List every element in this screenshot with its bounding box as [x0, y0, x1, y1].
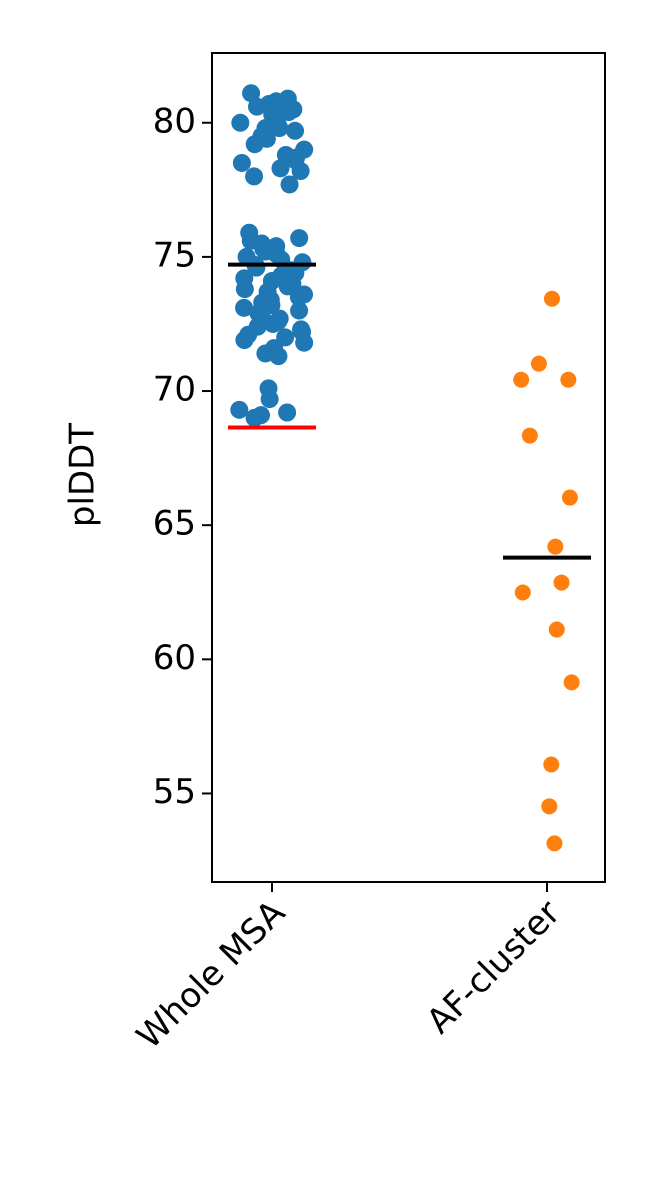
point [260, 390, 279, 409]
point [269, 347, 288, 366]
point [543, 290, 560, 307]
y-tick-label: 60 [153, 638, 196, 678]
point [521, 427, 538, 444]
point [291, 162, 310, 181]
x-tick-label: Whole MSA [129, 893, 293, 1057]
point [231, 113, 250, 132]
point [276, 328, 295, 347]
y-tick-label: 75 [153, 235, 196, 275]
point [541, 798, 558, 815]
point [232, 153, 251, 172]
point [547, 538, 564, 555]
point [245, 408, 264, 427]
point [263, 314, 282, 333]
point [514, 584, 531, 601]
point [270, 119, 289, 138]
point [235, 280, 254, 299]
point [290, 229, 309, 248]
point [279, 103, 298, 122]
point [553, 574, 570, 591]
point [561, 489, 578, 506]
point [560, 371, 577, 388]
point [235, 331, 254, 350]
point [530, 355, 547, 372]
y-axis-label: plDDT [63, 423, 103, 527]
point [242, 84, 261, 103]
plot-frame [211, 52, 606, 883]
point [289, 288, 308, 307]
point [513, 371, 530, 388]
point [563, 674, 580, 691]
point [235, 298, 254, 317]
point [245, 167, 264, 186]
point [271, 159, 290, 178]
point [278, 277, 297, 296]
point [295, 333, 314, 352]
point [546, 835, 563, 852]
point [286, 121, 305, 140]
point [247, 97, 266, 116]
point [230, 400, 249, 419]
point [245, 135, 264, 154]
point [548, 621, 565, 638]
point [280, 175, 299, 194]
x-tick-label: AF-cluster [419, 893, 568, 1042]
point [543, 756, 560, 773]
point [278, 403, 297, 422]
point [290, 301, 309, 320]
y-tick-label: 80 [153, 101, 196, 141]
y-tick-label: 55 [153, 772, 196, 812]
y-tick-label: 65 [153, 504, 196, 544]
y-tick-label: 70 [153, 370, 196, 410]
